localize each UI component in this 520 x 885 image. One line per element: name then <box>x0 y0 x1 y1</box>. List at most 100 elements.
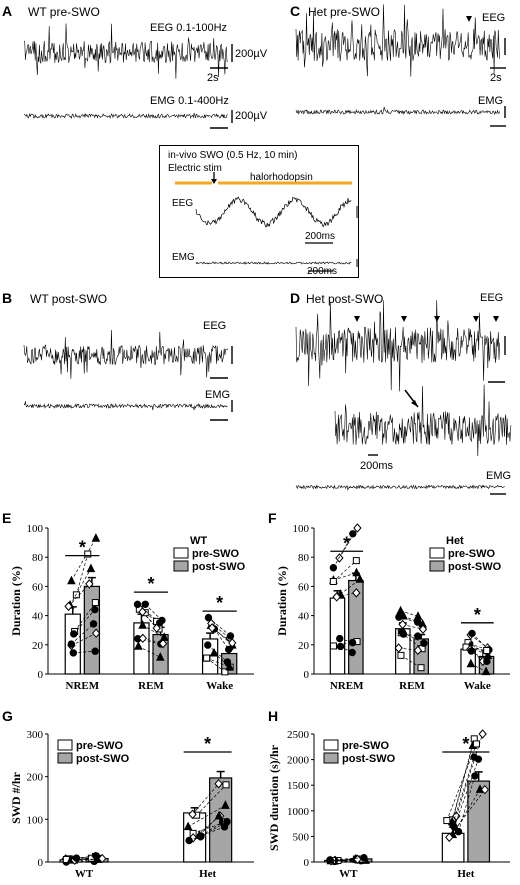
chart-f-point <box>466 658 476 668</box>
chart-g-legend-label: post-SWO <box>76 753 130 765</box>
chart-f-point <box>353 523 362 533</box>
chart-f-point <box>329 642 337 650</box>
arrowhead-c <box>466 16 472 22</box>
inset-emg-label: EMG <box>172 252 195 263</box>
chart-e-ytick-label: 20 <box>32 640 44 652</box>
chart-e-point <box>85 579 94 589</box>
panel-c-eeg-label: EEG <box>482 12 506 24</box>
arrow-d-zoom-head <box>411 400 418 407</box>
chart-h-ytick-label: 500 <box>293 831 310 843</box>
chart-e-pair-line <box>207 644 228 663</box>
chart-e-point <box>204 613 213 622</box>
chart-f-pair-line <box>333 533 354 568</box>
panel-letter-g: G <box>2 708 13 724</box>
chart-f-ytick-label: 0 <box>304 669 310 681</box>
eeg-emg-traces <box>23 4 512 495</box>
panel-a-eeg-label: EEG 0.1-100Hz <box>150 22 228 34</box>
panel-b-emg-label: EMG <box>205 389 231 401</box>
chart-e-point <box>69 649 78 657</box>
chart-f-point <box>352 567 361 577</box>
chart-f-point <box>355 574 365 583</box>
chart-e-pair-line <box>145 604 163 621</box>
chart-h-point <box>450 823 458 831</box>
chart-h-legend-label: post-SWO <box>342 753 396 765</box>
panel-letter-a: A <box>2 3 13 19</box>
chart-g-ylabel: SWD #/hr <box>9 771 23 823</box>
panel-c-scale-t: 2s <box>490 72 502 84</box>
chart-f-point <box>329 564 338 572</box>
chart-e-point <box>207 623 217 633</box>
chart-e-sig-star: * <box>216 593 223 613</box>
chart-f-point <box>348 638 357 647</box>
chart-g-point <box>72 854 81 862</box>
chart-e-point <box>138 607 147 617</box>
chart-g-point <box>222 781 230 789</box>
chart-f-pair-line <box>400 655 422 669</box>
chart-e-pair-line <box>142 611 157 629</box>
chart-f-ytick-label: 80 <box>298 552 310 564</box>
chart-g-pair-line <box>192 783 219 815</box>
chart-e-point <box>141 600 150 608</box>
chart-f-point <box>417 664 425 672</box>
swo-inset-box <box>159 145 359 278</box>
chart-e-pair-line <box>73 650 96 654</box>
chart-e-point <box>134 641 143 650</box>
chart-e-point <box>228 638 237 648</box>
panel-c-emg-label: EMG <box>478 95 504 107</box>
chart-e-point <box>225 661 234 671</box>
chart-h-bar-het-post <box>467 780 491 863</box>
chart-e-pair-line <box>68 583 90 607</box>
inset-eeg-label: EEG <box>172 198 194 209</box>
chart-g-point <box>220 823 229 831</box>
chart-e-pair-line <box>211 627 233 644</box>
chart-f-ylabel: Duration (%) <box>275 566 289 636</box>
chart-g-point <box>183 821 193 831</box>
trace-d-emg <box>295 484 505 491</box>
chart-e-point <box>203 654 211 662</box>
chart-e-point <box>84 550 92 558</box>
chart-g-pair-line <box>192 821 226 834</box>
chart-f-point <box>399 610 408 620</box>
trace-inset-emg <box>195 261 352 265</box>
trace-b-emg <box>23 401 228 411</box>
chart-g-legend-label: pre-SWO <box>76 740 124 752</box>
chart-e-legend-label: post-SWO <box>192 561 246 573</box>
chart-h-pair-line <box>452 757 475 825</box>
chart-f-point <box>398 619 407 630</box>
chart-e-point <box>91 533 101 542</box>
chart-h-point <box>480 784 490 795</box>
trace-a-eeg <box>23 23 228 79</box>
chart-e-legend-swatch <box>173 547 189 559</box>
chart-f-pair-line <box>400 610 419 617</box>
chart-f-sig-star: * <box>474 605 481 625</box>
chart-e-point <box>209 647 219 657</box>
chart-f-legend-label: post-SWO <box>448 561 502 573</box>
chart-e-point <box>226 632 235 640</box>
chart-f-point <box>467 647 475 655</box>
chart-e-pair-line <box>142 624 165 638</box>
stim-arrow-head <box>211 179 217 184</box>
trace-c-eeg <box>295 4 500 77</box>
chart-e-point <box>91 628 101 639</box>
chart-g-point <box>221 800 230 809</box>
chart-f-pair-line <box>402 631 425 644</box>
chart-g-xtick-label: WT <box>75 868 94 880</box>
chart-f-pair-line <box>333 641 358 647</box>
chart-e-point <box>64 601 73 612</box>
chart-e-point <box>221 668 229 676</box>
chart-h-point <box>445 832 454 843</box>
chart-e-point <box>223 658 232 666</box>
chart-h-point <box>326 856 334 864</box>
chart-e-point <box>72 591 80 599</box>
chart-f-point <box>481 666 491 676</box>
panel-letter-f: F <box>268 510 277 526</box>
chart-h-pair-line <box>453 759 479 828</box>
chart-f-point <box>418 624 428 635</box>
panel-d-scale-t: 200ms <box>360 460 394 472</box>
panel-a-emg-label: EMG 0.1-400Hz <box>150 95 229 107</box>
chart-e-xtick-label: REM <box>138 680 164 692</box>
chart-g-point <box>92 852 100 860</box>
panel-a-scale-v2: 200µV <box>235 110 268 122</box>
arrowhead-d-2 <box>434 316 440 322</box>
